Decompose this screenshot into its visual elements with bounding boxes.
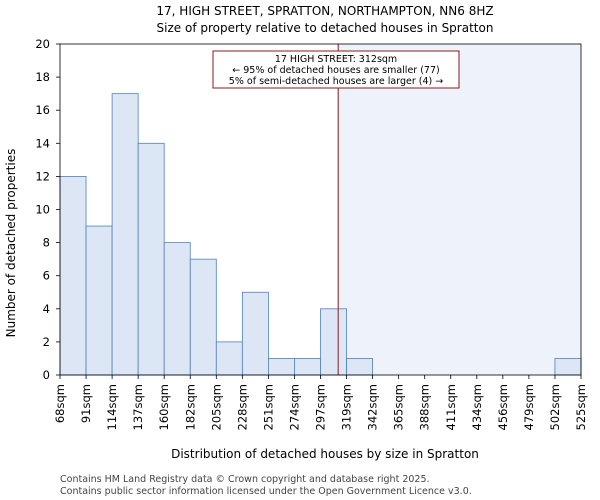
- bar-251sqm: [267, 358, 295, 376]
- x-tick-label-205sqm: 205sqm: [209, 384, 223, 430]
- bar-114sqm: [111, 93, 139, 376]
- x-tick-label-297sqm: 297sqm: [314, 384, 328, 430]
- x-axis-label: Distribution of detached houses by size …: [171, 447, 479, 461]
- chart-title-line-2: Size of property relative to detached ho…: [157, 21, 494, 35]
- x-tick-label-456sqm: 456sqm: [496, 384, 510, 430]
- y-tick-label-14: 14: [35, 136, 50, 150]
- y-tick-label-8: 8: [43, 236, 50, 250]
- bar-502sqm: [554, 358, 582, 376]
- bar-137sqm: [137, 142, 165, 376]
- x-tick-label-160sqm: 160sqm: [157, 384, 171, 430]
- x-tick-label-251sqm: 251sqm: [261, 384, 275, 430]
- annotation-box: 17 HIGH STREET: 312sqm ← 95% of detached…: [212, 50, 460, 89]
- bar-228sqm: [241, 291, 269, 376]
- y-axis-ticks: 0 2 4 6 8 10 12 14 16 18 20: [35, 37, 60, 382]
- footer-line-2: Contains public sector information licen…: [60, 486, 472, 497]
- x-tick-label-137sqm: 137sqm: [131, 384, 145, 430]
- bar-205sqm: [215, 341, 243, 376]
- x-tick-label-114sqm: 114sqm: [105, 384, 119, 430]
- annotation-line-2: ← 95% of detached houses are smaller (77…: [232, 65, 439, 76]
- y-tick-label-12: 12: [35, 169, 50, 183]
- y-tick-label-0: 0: [43, 368, 50, 382]
- larger-than-property-shading: [338, 44, 581, 375]
- x-tick-label-365sqm: 365sqm: [392, 384, 406, 430]
- y-tick-label-10: 10: [35, 203, 50, 217]
- y-tick-label-18: 18: [35, 70, 50, 84]
- y-tick-label-6: 6: [43, 269, 50, 283]
- bars-group: [59, 93, 582, 376]
- annotation-line-1: 17 HIGH STREET: 312sqm: [275, 54, 397, 65]
- y-tick-label-4: 4: [43, 302, 50, 316]
- x-tick-label-411sqm: 411sqm: [444, 384, 458, 430]
- y-tick-label-20: 20: [35, 37, 50, 51]
- footer-line-1: Contains HM Land Registry data © Crown c…: [60, 474, 430, 485]
- bar-91sqm: [85, 225, 113, 376]
- x-axis-ticks: 68sqm 91sqm 114sqm 137sqm 160sqm 182sqm 205sqm…: [53, 375, 588, 430]
- x-tick-label-342sqm: 342sqm: [366, 384, 380, 430]
- x-tick-label-479sqm: 479sqm: [522, 384, 536, 430]
- x-tick-label-91sqm: 91sqm: [79, 384, 93, 423]
- x-tick-label-434sqm: 434sqm: [470, 384, 484, 430]
- x-tick-label-274sqm: 274sqm: [287, 384, 301, 430]
- plot-area: 0 2 4 6 8 10 12 14 16 18 20 68sqm 91sqm 114sqm 137sqm…: [35, 37, 588, 430]
- bar-297sqm: [320, 308, 347, 376]
- bar-182sqm: [189, 258, 217, 376]
- x-tick-label-68sqm: 68sqm: [53, 384, 67, 423]
- y-tick-label-2: 2: [43, 335, 50, 349]
- y-tick-label-16: 16: [35, 103, 50, 117]
- bar-160sqm: [163, 242, 191, 376]
- annotation-frame: [212, 50, 460, 89]
- x-tick-label-228sqm: 228sqm: [235, 384, 249, 430]
- y-axis-label: Number of detached properties: [4, 149, 18, 338]
- bar-274sqm: [294, 358, 321, 376]
- x-tick-label-182sqm: 182sqm: [183, 384, 197, 430]
- chart-title-line-1: 17, HIGH STREET, SPRATTON, NORTHAMPTON, …: [156, 4, 493, 18]
- bar-68sqm: [59, 175, 87, 376]
- x-tick-label-388sqm: 388sqm: [418, 384, 432, 430]
- x-tick-label-525sqm: 525sqm: [574, 384, 588, 430]
- annotation-line-3: 5% of semi-detached houses are larger (4…: [229, 76, 443, 87]
- x-tick-label-319sqm: 319sqm: [340, 384, 354, 430]
- bar-319sqm: [346, 358, 373, 376]
- x-tick-label-502sqm: 502sqm: [548, 384, 562, 430]
